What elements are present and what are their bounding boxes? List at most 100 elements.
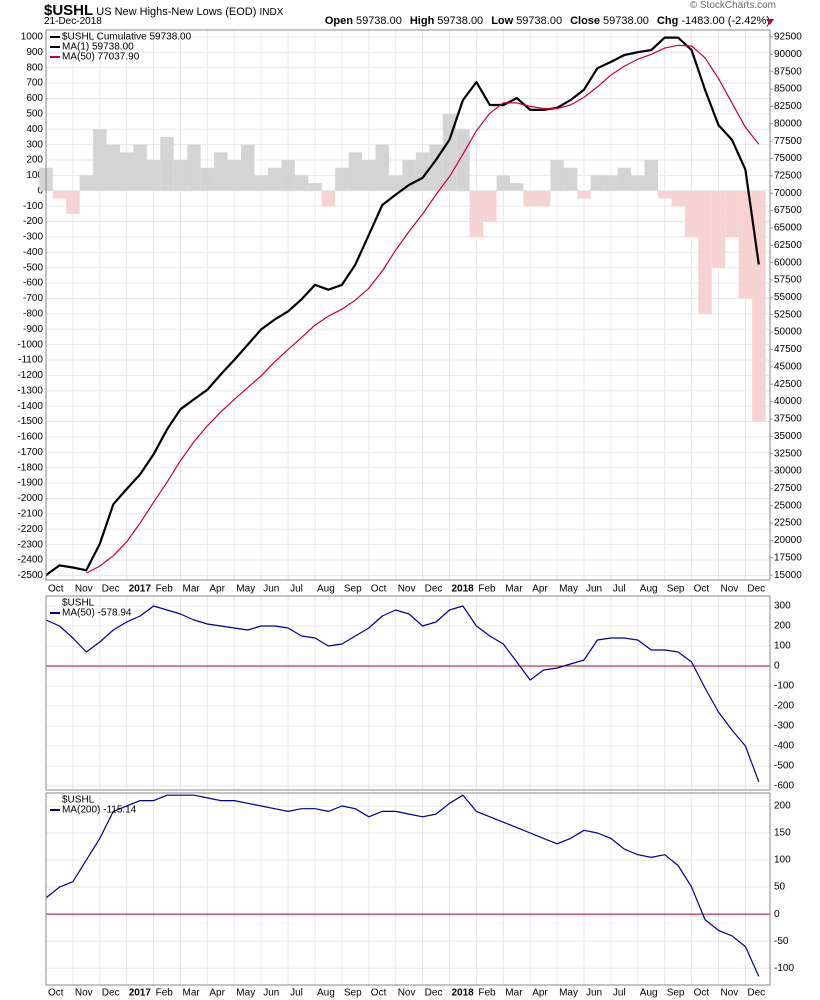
y-tick-label: -500 (23, 262, 43, 273)
y-tick-label: 0 (774, 909, 780, 920)
legend-label: MA(50) -578.94 (62, 608, 132, 619)
y-tick-label: -700 (23, 293, 43, 304)
plot-background (46, 793, 770, 985)
x-tick-label: Dec (747, 988, 765, 999)
y2-tick-label: 42500 (774, 379, 802, 390)
x-tick-label: Jul (613, 988, 626, 999)
area-bar (66, 190, 80, 214)
x-tick-label: Apr (209, 988, 225, 999)
area-bar (335, 167, 349, 191)
x-tick-label: 2017 (129, 988, 152, 999)
area-bar (698, 190, 712, 314)
area-bar (725, 190, 739, 237)
y2-tick-label: 90000 (774, 49, 802, 60)
y-tick-label: 500 (26, 108, 43, 119)
source: © StockCharts.com (689, 0, 776, 11)
area-bar (160, 136, 174, 191)
x-tick-label: Dec (102, 584, 120, 595)
area-bar (119, 152, 134, 191)
area-bar (644, 160, 658, 191)
x-tick-label: 2017 (129, 584, 152, 595)
y-tick-label: -400 (774, 741, 794, 752)
area-bar (415, 152, 430, 191)
y2-tick-label: 45000 (774, 361, 802, 372)
y-tick-label: -200 (774, 701, 794, 712)
area-bar (684, 190, 699, 237)
y2-tick-label: 70000 (774, 188, 802, 199)
y-tick-label: 50 (774, 882, 786, 893)
y-tick-label: 1000 (21, 32, 44, 43)
y-tick-label: -800 (23, 308, 43, 319)
plot-background (46, 30, 770, 580)
quote-value: 59738.00 (355, 15, 402, 27)
y2-tick-label: 40000 (774, 396, 802, 407)
area-bar (294, 175, 309, 191)
x-tick-label: Jun (263, 584, 279, 595)
y-tick-label: -1100 (18, 355, 43, 366)
index-name: US New Highs-New Lows (EOD) (96, 6, 257, 18)
x-tick-label: Apr (209, 584, 225, 595)
area-bar (375, 144, 389, 191)
x-tick-label: Nov (75, 988, 93, 999)
y2-tick-label: 72500 (774, 170, 802, 181)
area-bar (200, 167, 215, 191)
y-tick-label: -300 (774, 721, 794, 732)
quote-label: Low (491, 15, 514, 27)
y-tick-label: -300 (23, 232, 43, 243)
x-tick-label: Oct (694, 584, 710, 595)
x-tick-label: Jun (263, 988, 279, 999)
exchange: INDX (259, 7, 284, 18)
y-tick-label: -100 (23, 201, 43, 212)
area-bar (456, 129, 470, 191)
date: 21-Dec-2018 (44, 16, 102, 27)
quote-label: Chg (656, 15, 679, 27)
y-tick-label: -1300 (17, 385, 43, 396)
x-tick-label: Sep (667, 988, 685, 999)
x-tick-label: May (236, 584, 255, 595)
x-tick-label: Sep (344, 584, 362, 595)
y-tick-label: 300 (26, 139, 43, 150)
y-tick-label: -600 (23, 278, 43, 289)
area-bar (536, 190, 551, 207)
y-tick-label: 0 (774, 661, 780, 672)
y-tick-label: 900 (26, 47, 43, 58)
area-bar (617, 167, 632, 191)
quote-label: Close (570, 15, 601, 27)
x-tick-label: Nov (721, 988, 739, 999)
y-tick-label: -2500 (17, 570, 43, 581)
y2-tick-label: 60000 (774, 257, 802, 268)
area-bar (146, 160, 161, 191)
x-tick-label: Dec (425, 584, 443, 595)
area-bar (590, 175, 605, 191)
x-tick-label: Mar (505, 584, 523, 595)
quote-value: -1483.00 (-2.42%) (681, 15, 770, 27)
plot-frame (45, 595, 771, 791)
area-bar (187, 144, 201, 191)
x-tick-label: Nov (75, 584, 93, 595)
area-bar (550, 160, 564, 191)
x-tick-label: Feb (156, 584, 174, 595)
area-bar (563, 167, 578, 191)
y-tick-label: -1200 (17, 370, 43, 381)
plot-background (46, 596, 770, 790)
y-tick-label: -1600 (17, 432, 43, 443)
y-tick-label: 100 (774, 641, 791, 652)
x-tick-label: 2018 (452, 988, 475, 999)
plot-frame (45, 792, 771, 986)
y-tick-label: 100 (774, 855, 791, 866)
area-bar (254, 175, 268, 191)
area-bar (106, 144, 120, 191)
x-tick-label: Jun (586, 988, 602, 999)
area-bar (227, 160, 242, 191)
y-tick-label: 200 (774, 801, 791, 812)
legend-label: MA(50) 77037.90 (62, 52, 140, 63)
x-tick-label: Sep (344, 988, 362, 999)
x-tick-label: Dec (425, 988, 443, 999)
y-tick-label: 600 (26, 93, 43, 104)
x-tick-label: Mar (183, 584, 201, 595)
area-bar (671, 190, 685, 207)
y-tick-label: 800 (26, 62, 43, 73)
x-tick-label: Mar (505, 988, 523, 999)
